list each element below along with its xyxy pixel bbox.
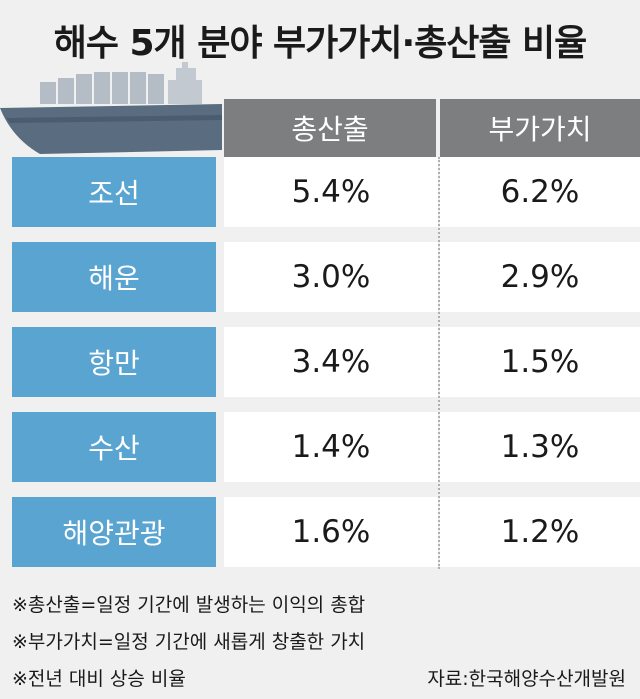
row-label-marine-tourism: 해양관광: [12, 497, 216, 567]
cell-output: 5.4%: [224, 157, 438, 227]
row-label-shipping: 해운: [12, 242, 216, 312]
cell-value-added: 2.9%: [440, 242, 640, 312]
note-value-added-definition: ※부가가치=일정 기간에 새롭게 창출한 가치: [12, 631, 366, 653]
cell-value-added: 1.5%: [440, 327, 640, 397]
cell-value-added: 1.2%: [440, 497, 640, 567]
column-header-value-added: 부가가치: [440, 99, 640, 157]
cell-output: 1.4%: [224, 412, 438, 482]
note-output-definition: ※총산출=일정 기간에 발생하는 이익의 총합: [12, 594, 366, 616]
source-credit: 자료:한국해양수산개발원: [427, 668, 626, 690]
cell-value-added: 6.2%: [440, 157, 640, 227]
note-ratio: ※전년 대비 상승 비율: [12, 668, 186, 690]
column-divider: [438, 157, 440, 569]
cargo-ship-icon: [0, 62, 222, 154]
cell-output: 3.4%: [224, 327, 438, 397]
page-title: 해수 5개 분야 부가가치·총산출 비율: [53, 23, 588, 64]
row-label-fisheries: 수산: [12, 412, 216, 482]
row-label-port: 항만: [12, 327, 216, 397]
cell-value-added: 1.3%: [440, 412, 640, 482]
column-header-output: 총산출: [224, 99, 436, 157]
row-label-shipbuilding: 조선: [12, 157, 216, 227]
cell-output: 3.0%: [224, 242, 438, 312]
cell-output: 1.6%: [224, 497, 438, 567]
